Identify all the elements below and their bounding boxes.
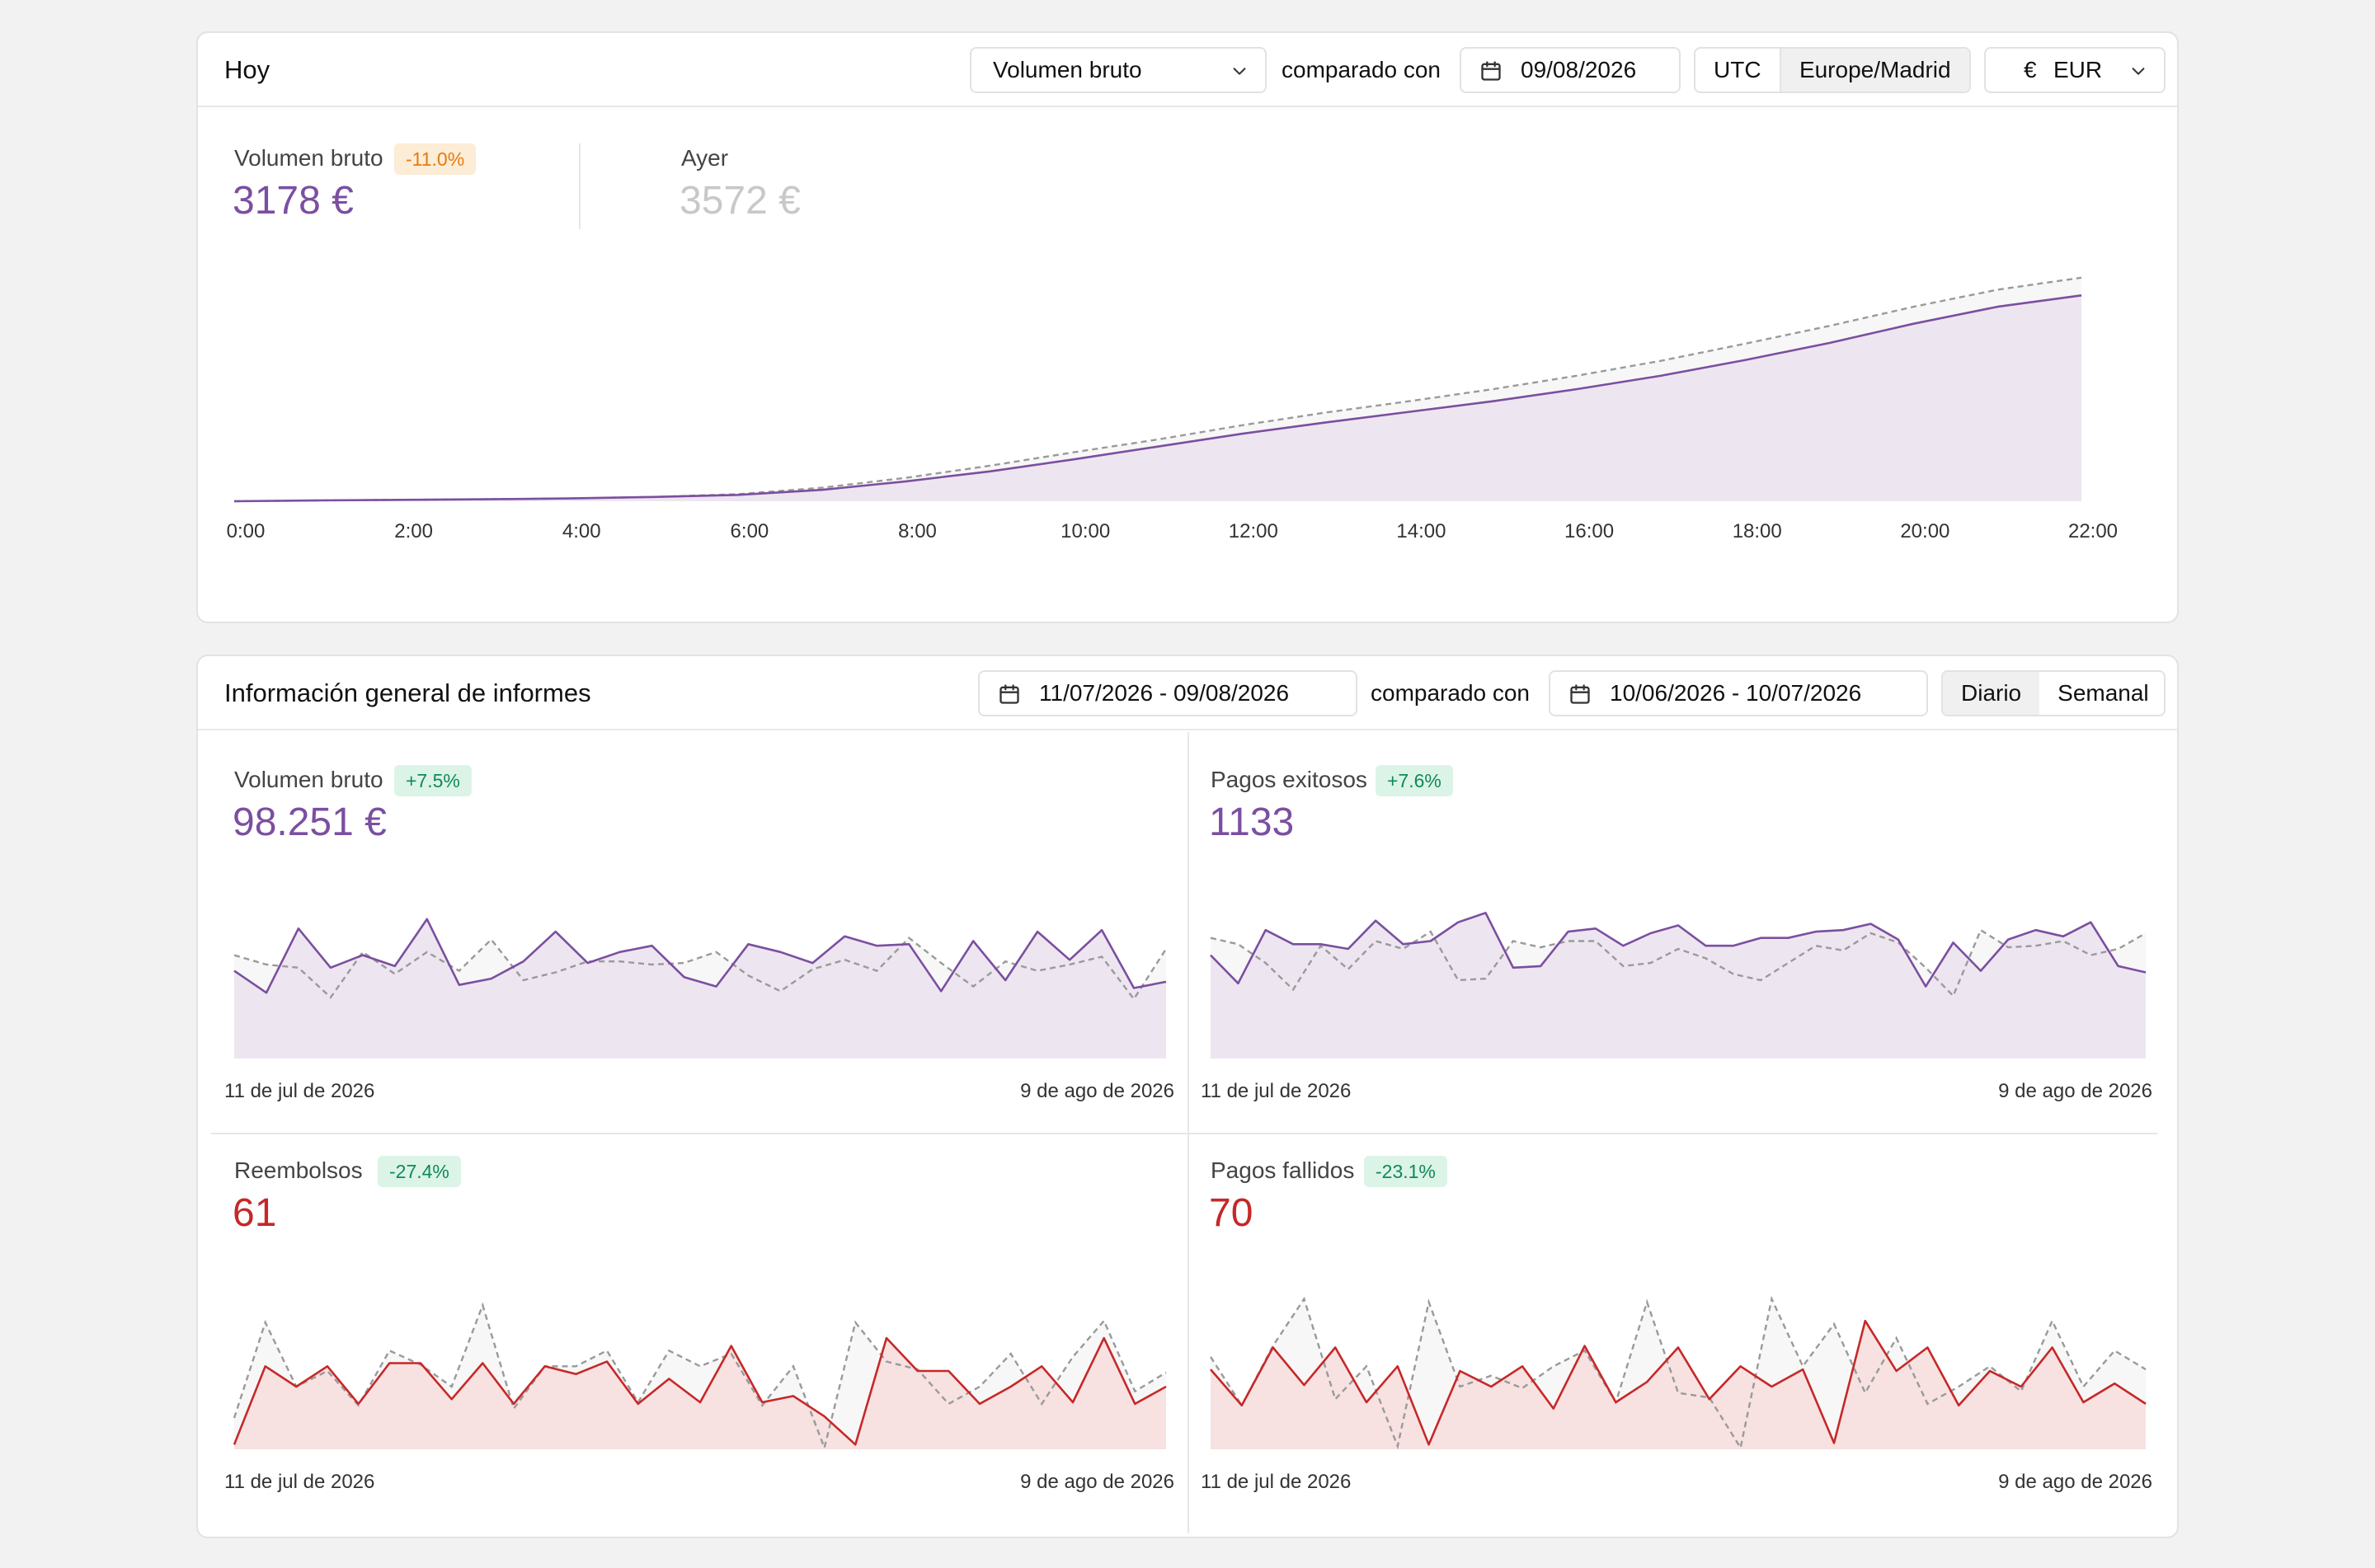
compare-range-value: 10/06/2026 - 10/07/2026 <box>1610 680 1862 706</box>
current-area <box>234 1338 1166 1449</box>
yesterday-value: 3572 € <box>680 179 801 223</box>
panel-start-date: 11 de jul de 2026 <box>1201 1471 1352 1493</box>
x-tick-label: 0:00 <box>227 520 266 542</box>
today-header: Hoy Volumen bruto comparado con 09/08/20… <box>198 33 2177 107</box>
panel-value: 61 <box>233 1191 277 1235</box>
date-value: 09/08/2026 <box>1521 57 1637 82</box>
current-series-line <box>1210 912 2147 988</box>
x-tick-label: 12:00 <box>1229 520 1278 542</box>
compared-with-label: comparado con <box>1371 680 1531 706</box>
panel-value: 1133 <box>1209 800 1295 844</box>
date-range-value: 11/07/2026 - 09/08/2026 <box>1039 680 1290 706</box>
timezone-madrid-button[interactable]: Europe/Madrid <box>1780 49 1969 92</box>
chevron-down-icon <box>2132 68 2145 75</box>
panel-end-date: 9 de ago de 2026 <box>1998 1471 2152 1493</box>
current-series-line <box>233 1336 1167 1446</box>
panel-end-date: 9 de ago de 2026 <box>1020 1080 1174 1102</box>
today-plot-area <box>233 276 2082 503</box>
panels-horizontal-divider <box>211 1133 2157 1134</box>
panel-start-date: 11 de jul de 2026 <box>224 1080 375 1102</box>
today-metric-label: Volumen bruto <box>234 145 383 171</box>
chevron-down-icon <box>1233 68 1246 75</box>
reports-card: Información general de informes 11/07/20… <box>196 655 2179 1538</box>
panel-label: Reembolsos <box>234 1157 363 1183</box>
current-series-line <box>233 294 2082 503</box>
x-tick-label: 16:00 <box>1564 520 1614 542</box>
today-change-badge: -11.0% <box>394 143 477 175</box>
current-area <box>1211 913 2146 1059</box>
x-tick-label: 2:00 <box>394 520 433 542</box>
x-tick-label: 18:00 <box>1733 520 1782 542</box>
today-volume-chart: 0:00 2:00 4:00 6:00 8:00 10:00 12:00 14:00 16:00… <box>227 276 2118 542</box>
today-title: Hoy <box>224 55 270 84</box>
panel-end-date: 9 de ago de 2026 <box>1998 1080 2152 1102</box>
compared-with-label: comparado con <box>1282 57 1441 82</box>
current-series-line <box>1210 1319 2147 1446</box>
panel-label: Pagos fallidos <box>1211 1157 1355 1183</box>
comparison-series-line <box>1210 928 2147 998</box>
granularity-daily-button[interactable]: Diario <box>1943 672 2040 715</box>
date-range-picker[interactable]: 11/07/2026 - 09/08/2026 <box>978 670 1357 716</box>
granularity-weekly-button[interactable]: Semanal <box>2058 680 2149 706</box>
yesterday-label: Ayer <box>681 145 729 171</box>
calendar-icon <box>1570 684 1590 704</box>
comparison-series-line <box>233 937 1168 1001</box>
reports-title: Información general de informes <box>224 678 591 707</box>
x-tick-label: 20:00 <box>1900 520 1949 542</box>
timezone-utc-button[interactable]: UTC <box>1714 57 1761 82</box>
panel-start-date: 11 de jul de 2026 <box>224 1471 375 1493</box>
reports-header: Información general de informes 11/07/20… <box>198 656 2177 730</box>
panel-value: 70 <box>1209 1191 1253 1235</box>
comparison-series-line <box>233 1302 1167 1452</box>
successful-payments-chart <box>1210 912 2147 1059</box>
panel-start-date: 11 de jul de 2026 <box>1201 1080 1352 1102</box>
panel-change-badge: +7.6% <box>1376 765 1453 796</box>
x-tick-label: 8:00 <box>898 520 937 542</box>
granularity-toggle: Diario Semanal <box>1941 670 2166 716</box>
currency-value: EUR <box>2053 57 2103 82</box>
panel-change-badge: -23.1% <box>1364 1156 1447 1187</box>
compare-range-picker[interactable]: 10/06/2026 - 10/07/2026 <box>1549 670 1928 716</box>
refunds-chart <box>233 1302 1167 1452</box>
x-tick-label: 10:00 <box>1061 520 1110 542</box>
current-area <box>234 918 1166 1059</box>
current-area <box>234 295 2081 501</box>
current-series-line <box>233 918 1167 994</box>
currency-symbol: € <box>2024 57 2037 82</box>
date-picker[interactable]: 09/08/2026 <box>1460 47 1681 93</box>
x-tick-label: 22:00 <box>2068 520 2118 542</box>
segment-divider <box>1779 49 1781 92</box>
panel-end-date: 9 de ago de 2026 <box>1020 1471 1174 1493</box>
x-tick-label: 14:00 <box>1396 520 1446 542</box>
currency-select[interactable]: € EUR <box>1984 47 2166 93</box>
today-card: Hoy Volumen bruto comparado con 09/08/20… <box>196 31 2179 623</box>
calendar-icon <box>1481 61 1501 81</box>
failed-payments-chart <box>1209 1295 2147 1451</box>
metric-select[interactable]: Volumen bruto <box>970 47 1267 93</box>
today-metric-value: 3178 € <box>233 179 354 223</box>
panel-label: Volumen bruto <box>234 767 383 792</box>
panel-change-badge: +7.5% <box>394 765 472 796</box>
metric-select-value: Volumen bruto <box>993 57 1142 82</box>
x-tick-label: 4:00 <box>562 520 601 542</box>
comparison-series-line <box>1209 1295 2147 1451</box>
gross-volume-chart <box>233 918 1168 1059</box>
panel-change-badge: -27.4% <box>378 1156 461 1187</box>
timezone-toggle: UTC Europe/Madrid <box>1694 47 1971 93</box>
calendar-icon <box>999 684 1019 704</box>
panel-value: 98.251 € <box>233 800 387 844</box>
metric-divider <box>579 143 581 229</box>
panel-label: Pagos exitosos <box>1211 767 1367 792</box>
x-tick-label: 6:00 <box>731 520 769 542</box>
current-area <box>1211 1321 2146 1449</box>
